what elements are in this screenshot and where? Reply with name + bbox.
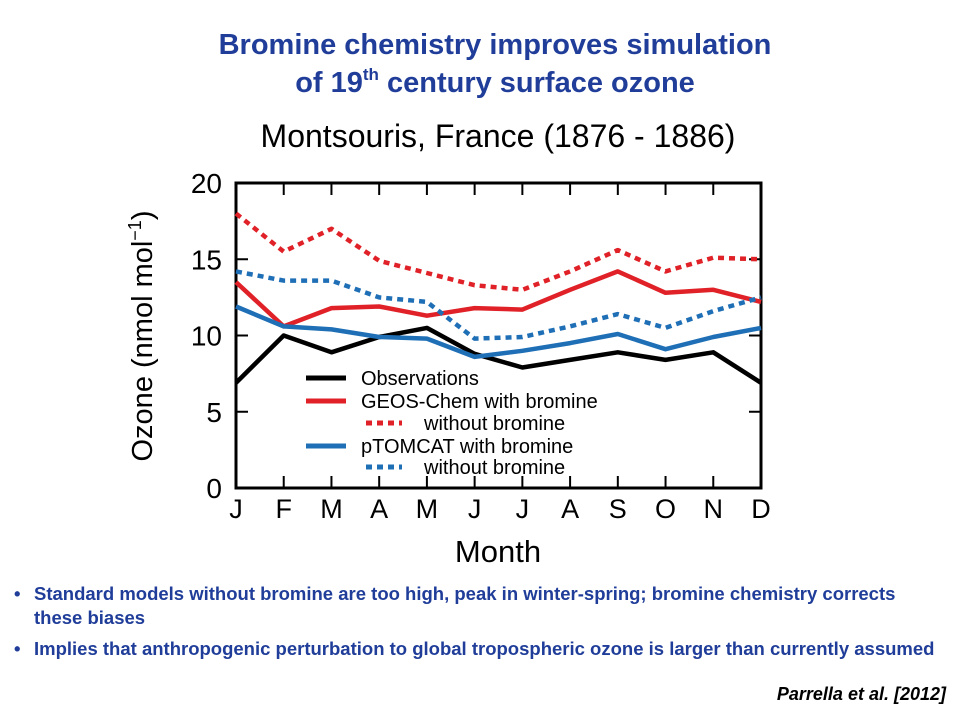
legend-label: without bromine (423, 457, 565, 479)
x-tick-label: A (561, 494, 579, 524)
legend-label: GEOS-Chem with bromine (361, 391, 598, 413)
x-tick-label: J (516, 494, 530, 524)
x-tick-label: N (704, 494, 724, 524)
chart-title: Montsouris, France (1876 - 1886) (261, 118, 736, 154)
y-axis: 0 5 10 15 20 (191, 168, 761, 504)
y-tick-label: 15 (191, 244, 222, 275)
y-tick-label: 0 (206, 473, 222, 504)
series-lines (234, 211, 763, 385)
series-line (235, 269, 762, 341)
title-line-2-post: century surface ozone (378, 67, 695, 99)
y-axis-label: Ozone (nmol mol−1) (125, 210, 159, 461)
y-tick-label: 20 (191, 168, 222, 199)
slide-title-line-1: Bromine chemistry improves simulation (218, 29, 772, 61)
legend-label: without bromine (423, 413, 565, 435)
x-tick-label: S (609, 494, 627, 524)
legend-label: Observations (361, 368, 479, 390)
series-line (235, 304, 762, 360)
title-line-2-sup: th (362, 65, 379, 84)
slide-title: Bromine chemistry improves simulation of… (0, 26, 960, 102)
x-tick-label: M (416, 494, 439, 524)
x-tick-label: J (468, 494, 482, 524)
slide-title-line-2: of 19th century surface ozone (0, 64, 960, 102)
y-axis-label-sup: −1 (125, 220, 145, 241)
x-tick-label: F (275, 494, 292, 524)
ozone-line-chart: Montsouris, France (1876 - 1886) 0 5 10 15 2… (125, 118, 771, 569)
y-tick-label: 10 (191, 321, 222, 352)
title-line-2-pre: of 19 (295, 67, 363, 99)
x-tick-label: J (229, 494, 243, 524)
bullet-item: Standard models without bromine are too … (14, 582, 944, 630)
y-axis-label-main: Ozone (nmol mol (127, 241, 159, 462)
x-tick-label: A (370, 494, 388, 524)
citation: Parrella et al. [2012] (776, 684, 946, 704)
x-tick-label: D (751, 494, 771, 524)
bullet-list: Standard models without bromine are too … (14, 582, 944, 668)
x-tick-label: O (655, 494, 676, 524)
bullet-item: Implies that anthropogenic perturbation … (14, 637, 944, 661)
series-line (234, 325, 763, 385)
series-line (234, 269, 762, 329)
y-tick-label: 5 (206, 397, 222, 428)
x-axis-label: Month (455, 534, 541, 569)
y-axis-label-close: ) (127, 210, 159, 220)
legend-label: pTOMCAT with bromine (361, 436, 573, 458)
x-tick-label: M (320, 494, 343, 524)
